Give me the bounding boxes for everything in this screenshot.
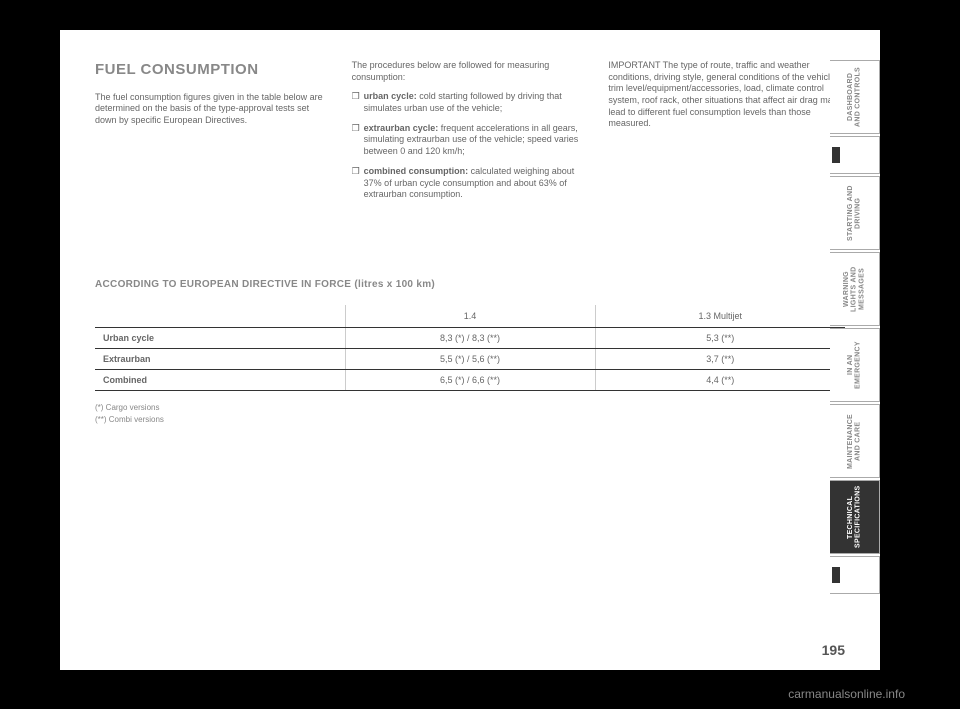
footnote-1: (*) Cargo versions — [95, 403, 845, 412]
row-label: Extraurban — [95, 348, 345, 369]
table-header-row: 1.4 1.3 Multijet — [95, 305, 845, 328]
table-title: ACCORDING TO EUROPEAN DIRECTIVE IN FORCE… — [95, 279, 845, 290]
table-header-empty — [95, 305, 345, 328]
tab-notch-icon — [832, 147, 840, 163]
table-row: Urban cycle 8,3 (*) / 8,3 (**) 5,3 (**) — [95, 327, 845, 348]
footnotes: (*) Cargo versions (**) Combi versions — [95, 403, 845, 424]
row-value: 5,3 (**) — [595, 327, 845, 348]
column-2: The procedures below are followed for me… — [352, 60, 589, 209]
tab-dashboard[interactable]: DASHBOARD AND CONTROLS — [830, 60, 880, 134]
tab-spacer — [830, 556, 880, 594]
col1-paragraph: The fuel consumption figures given in th… — [95, 92, 332, 127]
bullet-icon: ❒ — [352, 91, 364, 114]
tab-maintenance[interactable]: MAINTENANCE AND CARE — [830, 404, 880, 478]
row-value: 4,4 (**) — [595, 369, 845, 390]
row-value: 8,3 (*) / 8,3 (**) — [345, 327, 595, 348]
bullet-item: ❒ combined consumption: calculated weigh… — [352, 166, 589, 201]
tab-technical[interactable]: TECHNICAL SPECIFICATIONS — [830, 480, 880, 554]
watermark: carmanualsonline.info — [788, 687, 905, 701]
side-tabs: DASHBOARD AND CONTROLS STARTING AND DRIV… — [830, 60, 890, 596]
bullet-item: ❒ extraurban cycle: frequent acceleratio… — [352, 123, 589, 158]
tab-emergency[interactable]: IN AN EMERGENCY — [830, 328, 880, 402]
bullet-text: combined consumption: calculated weighin… — [364, 166, 589, 201]
col2-intro: The procedures below are followed for me… — [352, 60, 589, 83]
table-header-col2: 1.3 Multijet — [595, 305, 845, 328]
page-number: 195 — [822, 642, 845, 658]
column-1: FUEL CONSUMPTION The fuel consumption fi… — [95, 60, 332, 209]
bullet-icon: ❒ — [352, 123, 364, 158]
bullet-text: urban cycle: cold starting followed by d… — [364, 91, 589, 114]
tab-starting[interactable]: STARTING AND DRIVING — [830, 176, 880, 250]
tab-notch-icon — [832, 567, 840, 583]
row-label: Combined — [95, 369, 345, 390]
tab-warning[interactable]: WARNING LIGHTS AND MESSAGES — [830, 252, 880, 326]
main-heading: FUEL CONSUMPTION — [95, 60, 332, 80]
table-row: Combined 6,5 (*) / 6,6 (**) 4,4 (**) — [95, 369, 845, 390]
footnote-2: (**) Combi versions — [95, 415, 845, 424]
table-header-col1: 1.4 — [345, 305, 595, 328]
bullet-item: ❒ urban cycle: cold starting followed by… — [352, 91, 589, 114]
row-value: 5,5 (*) / 5,6 (**) — [345, 348, 595, 369]
content-columns: FUEL CONSUMPTION The fuel consumption fi… — [95, 60, 845, 209]
fuel-consumption-table: 1.4 1.3 Multijet Urban cycle 8,3 (*) / 8… — [95, 305, 845, 391]
column-3: IMPORTANT The type of route, traffic and… — [608, 60, 845, 209]
row-value: 3,7 (**) — [595, 348, 845, 369]
table-row: Extraurban 5,5 (*) / 5,6 (**) 3,7 (**) — [95, 348, 845, 369]
bullet-text: extraurban cycle: frequent accelerations… — [364, 123, 589, 158]
bullet-icon: ❒ — [352, 166, 364, 201]
row-value: 6,5 (*) / 6,6 (**) — [345, 369, 595, 390]
tab-spacer — [830, 136, 880, 174]
row-label: Urban cycle — [95, 327, 345, 348]
col3-paragraph: IMPORTANT The type of route, traffic and… — [608, 60, 845, 130]
page-container: FUEL CONSUMPTION The fuel consumption fi… — [60, 30, 880, 670]
